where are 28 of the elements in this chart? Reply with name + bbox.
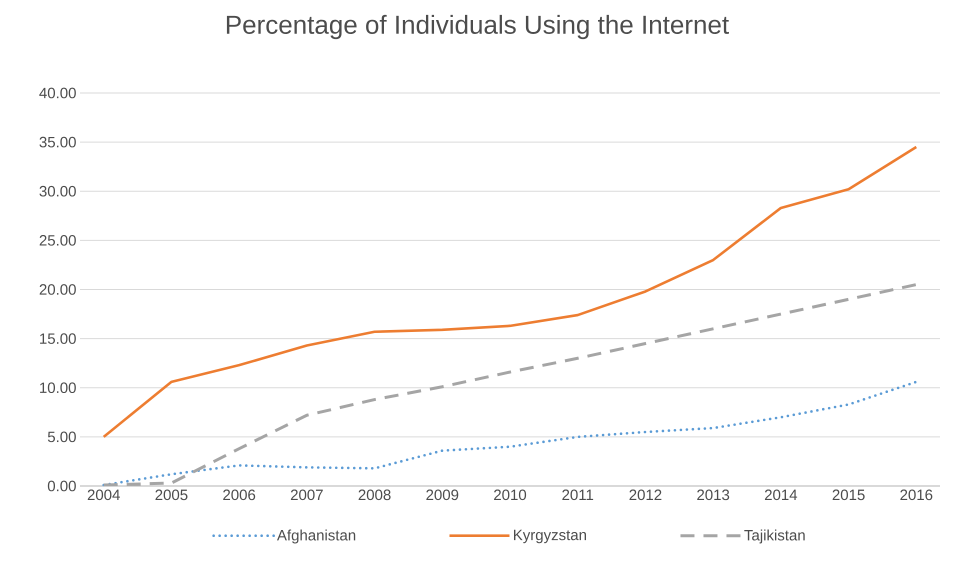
x-tick-label: 2013 bbox=[697, 490, 730, 500]
x-tick-label: 2006 bbox=[223, 490, 256, 500]
y-tick-label: 15.00 bbox=[40, 333, 76, 344]
legend-label: Tajikistan bbox=[744, 530, 805, 544]
y-tick-label: 40.00 bbox=[39, 88, 76, 98]
line-series bbox=[102, 146, 918, 438]
chart-title: Percentage of Individuals Using the Internet bbox=[226, 14, 729, 40]
x-tick-label: 2007 bbox=[290, 490, 323, 500]
y-tick-label: 30.00 bbox=[39, 186, 76, 197]
legend-label: Afghanistan bbox=[276, 530, 356, 544]
y-tick-label: 5.00 bbox=[48, 432, 76, 442]
x-tick-label: 2012 bbox=[630, 490, 662, 500]
x-tick-label: 2011 bbox=[562, 490, 594, 500]
y-tick-label: 25.00 bbox=[40, 235, 76, 246]
legend-label: Kyrgyzstan bbox=[514, 530, 586, 544]
y-tick-label: 35.00 bbox=[39, 136, 76, 148]
x-tick-label: 2016 bbox=[900, 490, 932, 500]
x-tick-label: 2009 bbox=[426, 490, 458, 500]
y-tick-label: 0.00 bbox=[48, 480, 76, 492]
x-tick-label: 2004 bbox=[88, 490, 120, 500]
x-tick-label: 2015 bbox=[832, 490, 865, 500]
y-tick-label: 10.00 bbox=[40, 382, 76, 394]
x-tick-label: 2014 bbox=[764, 490, 798, 500]
x-tick-label: 2005 bbox=[155, 490, 188, 500]
x-tick-label: 2008 bbox=[358, 490, 391, 500]
y-tick-label: 20.00 bbox=[40, 284, 76, 295]
line-series bbox=[102, 380, 918, 486]
x-tick-label: 2010 bbox=[494, 490, 526, 500]
